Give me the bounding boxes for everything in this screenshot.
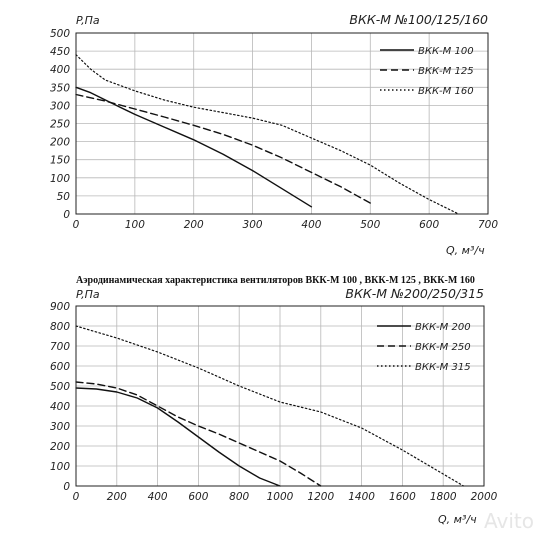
chart-bottom-legend-label: ВКК-М 250 [415, 342, 471, 353]
chart-bottom-ytick-label: 0 [63, 481, 70, 493]
chart-top-xtick-label: 0 [73, 219, 80, 231]
chart-top-series [75, 54, 460, 215]
chart-top: 0 50 100 150 200 250 300 350 400 450 500 0 100 200 30… [50, 12, 498, 257]
chart-bottom-ytick-label: 900 [50, 301, 70, 313]
chart-top-xtick-label: 100 [125, 219, 145, 231]
chart-bottom-xtick-label: 1800 [430, 491, 457, 503]
chart-bottom-xtick-label: 200 [107, 491, 127, 503]
chart-top-ytick-label: 500 [50, 28, 70, 40]
chart-bottom-series-dashed-line [75, 381, 322, 487]
chart-bottom-xtick-label: 1200 [307, 491, 334, 503]
chart-top-ytick-label: 150 [50, 155, 70, 167]
chart-top-ytick-label: 350 [50, 82, 70, 94]
chart-bottom-xtick-label: 600 [188, 491, 208, 503]
chart-top-ytick-label: 200 [50, 137, 70, 149]
chart-top-yticks: 0 50 100 150 200 250 300 350 400 450 500 [50, 28, 70, 221]
chart-bottom-xticks: 0 200 400 600 800 1000 1200 1400 1600 1800 2000 [73, 491, 498, 503]
chart-bottom-ylabel: P,Па [76, 288, 100, 301]
chart-top-xtick-label: 500 [360, 219, 380, 231]
chart-top-series-solid-line [75, 86, 313, 208]
chart-top-grid [75, 32, 489, 215]
chart-bottom-ytick-label: 300 [50, 421, 70, 433]
chart-bottom-xtick-label: 0 [73, 491, 80, 503]
chart-bottom-legend-label: ВКК-М 200 [415, 322, 471, 333]
chart-top-legend-label: ВКК-М 100 [418, 46, 474, 57]
chart-top-xtick-label: 200 [184, 219, 204, 231]
chart-top-ytick-label: 400 [50, 64, 70, 76]
chart-top-frame [75, 32, 489, 215]
chart-bottom-legend-label: ВКК-М 315 [415, 362, 471, 373]
chart-bottom-title: ВКК-М №200/250/315 [345, 286, 484, 301]
chart-bottom-ytick-label: 400 [50, 401, 70, 413]
chart-top-xtick-label: 400 [301, 219, 321, 231]
chart-bottom-xtick-label: 800 [229, 491, 249, 503]
chart-top-ytick-label: 50 [57, 191, 71, 203]
chart-top-legend-label: ВКК-М 160 [418, 86, 474, 97]
chart-bottom-series-dotted-line [75, 325, 465, 487]
chart-top-series-dashed-line [75, 93, 371, 204]
chart-top-xtick-label: 600 [419, 219, 439, 231]
chart-top-xtick-label: 700 [478, 219, 498, 231]
chart-top-series-dotted-line [75, 54, 460, 215]
chart-bottom-xtick-label: 400 [148, 491, 168, 503]
chart-bottom-ytick-label: 200 [50, 441, 70, 453]
chart-bottom-ytick-label: 600 [50, 361, 70, 373]
chart-top-xtick-label: 300 [243, 219, 263, 231]
chart-bottom: 0 100 200 300 400 500 600 700 800 900 0 200 400 600 8… [50, 286, 498, 526]
chart-bottom-frame [75, 305, 485, 487]
chart-bottom-series [75, 325, 465, 487]
chart-bottom-xtick-label: 1400 [348, 491, 375, 503]
chart-bottom-ytick-label: 700 [50, 341, 70, 353]
chart-top-ytick-label: 0 [63, 209, 70, 221]
chart-bottom-xtick-label: 1000 [267, 491, 294, 503]
chart-bottom-legend: ВКК-М 200 ВКК-М 250 ВКК-М 315 [377, 322, 471, 373]
chart-bottom-series-solid-line [75, 387, 281, 487]
figure-caption: Аэродинамическая характеристика вентилят… [76, 275, 475, 286]
chart-top-title: ВКК-М №100/125/160 [349, 12, 488, 27]
chart-top-ytick-label: 250 [50, 119, 70, 131]
chart-top-ytick-label: 450 [50, 46, 70, 58]
chart-top-ylabel: P,Па [76, 14, 100, 27]
chart-top-ytick-label: 100 [50, 173, 70, 185]
chart-bottom-ytick-label: 500 [50, 381, 70, 393]
chart-bottom-yticks: 0 100 200 300 400 500 600 700 800 900 [50, 301, 70, 493]
chart-top-legend-label: ВКК-М 125 [418, 66, 474, 77]
chart-top-xlabel: Q, м³/ч [446, 244, 485, 257]
chart-bottom-ytick-label: 100 [50, 461, 70, 473]
chart-top-legend: ВКК-М 100 ВКК-М 125 ВКК-М 160 [380, 46, 474, 97]
chart-top-xticks: 0 100 200 300 400 500 600 700 [73, 219, 499, 231]
chart-bottom-ytick-label: 800 [50, 321, 70, 333]
chart-bottom-xtick-label: 1600 [389, 491, 416, 503]
chart-bottom-xtick-label: 2000 [471, 491, 498, 503]
chart-bottom-xlabel: Q, м³/ч [438, 513, 477, 526]
chart-top-ytick-label: 300 [50, 100, 70, 112]
watermark-avito: Avito [484, 509, 534, 533]
